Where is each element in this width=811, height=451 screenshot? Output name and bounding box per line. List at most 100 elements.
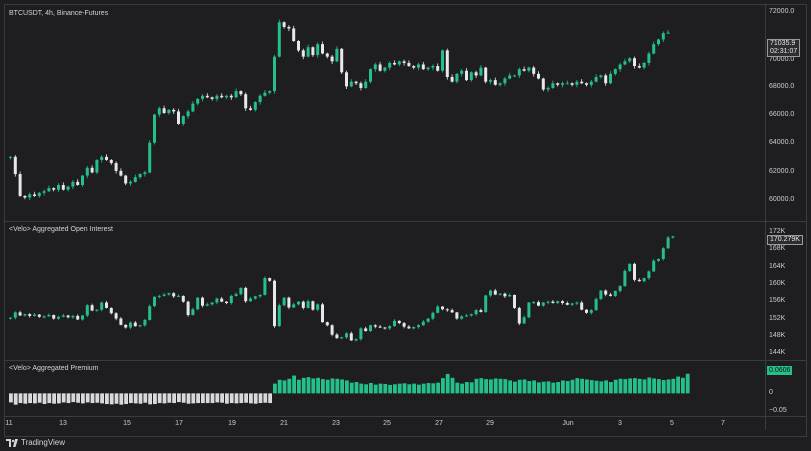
premium-axis[interactable]: 0 −0.05 — [765, 361, 807, 416]
premium-pane[interactable] — [5, 361, 765, 416]
oi-candle — [249, 298, 252, 302]
oi-candle — [33, 314, 36, 316]
premium-bar — [143, 393, 148, 403]
price-candle — [455, 73, 459, 82]
premium-bar — [657, 379, 661, 394]
premium-bar — [589, 380, 594, 394]
premium-bar — [369, 383, 373, 394]
price-candle — [522, 69, 526, 71]
oi-candle — [378, 326, 382, 328]
oi-candle — [220, 298, 224, 302]
pane-divider-1[interactable] — [5, 221, 807, 222]
premium-bar — [297, 379, 301, 394]
oi-candle — [263, 278, 267, 296]
premium-bar — [671, 378, 676, 394]
price-candle — [666, 32, 670, 34]
premium-bar — [33, 393, 37, 404]
price-candle — [210, 97, 214, 99]
oi-candle — [95, 309, 99, 311]
price-candle — [37, 192, 41, 196]
price-candle — [575, 81, 579, 85]
premium-bar — [167, 393, 172, 403]
price-scale-divider — [765, 5, 766, 430]
price-candle — [378, 64, 382, 71]
price-candle — [465, 70, 468, 81]
price-candle — [143, 172, 147, 175]
oi-candle — [527, 302, 531, 318]
oi-candle — [388, 326, 392, 329]
price-pane[interactable] — [5, 5, 765, 221]
premium-bar — [244, 393, 248, 403]
oi-candle — [628, 263, 632, 271]
oi-candle — [618, 286, 622, 291]
time-tick: 27 — [435, 420, 443, 427]
time-tick: 21 — [280, 420, 288, 427]
premium-bar — [479, 378, 484, 394]
price-candle — [263, 92, 267, 96]
price-candle — [421, 64, 425, 70]
premium-bar — [181, 393, 186, 403]
price-candle — [517, 69, 521, 76]
price-candle — [9, 156, 12, 158]
price-candle — [383, 67, 387, 71]
premium-bar — [436, 382, 440, 394]
oi-candle — [311, 301, 315, 310]
oi-candle — [580, 302, 584, 310]
oi-candle — [244, 287, 248, 302]
oi-tick: 152K — [769, 315, 786, 322]
price-candle — [508, 75, 512, 79]
price-tick: 68000.0 — [769, 83, 795, 90]
premium-bar — [287, 378, 292, 394]
price-candle — [81, 175, 84, 185]
price-candle — [436, 66, 440, 71]
premium-bar — [407, 384, 412, 394]
price-candle — [23, 195, 27, 198]
oi-candle — [52, 315, 56, 319]
premium-bar — [585, 379, 589, 394]
price-candle — [340, 48, 344, 73]
oi-candle — [671, 236, 675, 238]
price-candle — [100, 156, 104, 160]
premium-bar — [234, 393, 239, 404]
oi-candle — [474, 310, 478, 315]
open-interest-pane[interactable] — [5, 222, 765, 360]
premium-bar — [441, 378, 445, 394]
oi-candle — [57, 316, 60, 319]
price-candle — [277, 22, 281, 57]
premium-bar — [431, 383, 436, 394]
premium-bar — [215, 393, 220, 403]
price-candle — [556, 83, 560, 85]
price-tick: 60000.0 — [769, 196, 795, 203]
oi-candle — [541, 302, 545, 306]
price-candle — [417, 64, 420, 68]
premium-bar — [412, 383, 416, 394]
open-interest-axis[interactable]: 172K 168K 164K 160K 156K 152K 148K 144K — [765, 222, 807, 360]
time-tick: 13 — [59, 420, 67, 427]
time-tick: 11 — [5, 420, 13, 427]
oi-candle — [191, 309, 195, 316]
oi-candle — [546, 301, 550, 303]
oi-candle — [186, 301, 190, 316]
pane-divider-2[interactable] — [5, 360, 807, 361]
oi-candle — [282, 297, 286, 306]
open-interest-candles-svg — [9, 235, 675, 342]
premium-bar — [9, 393, 13, 403]
premium-bar — [503, 379, 508, 394]
oi-candle — [177, 295, 180, 297]
oi-candle — [148, 306, 152, 320]
price-axis[interactable]: 72000.0 70000.0 68000.0 66000.0 64000.0 … — [765, 5, 807, 221]
price-candle — [28, 194, 32, 198]
premium-bar — [52, 393, 56, 404]
oi-tick: 160K — [769, 280, 786, 287]
premium-bar — [201, 393, 205, 404]
price-candle — [503, 78, 507, 84]
price-candle — [201, 95, 204, 99]
price-candle — [325, 53, 329, 57]
price-candle — [580, 81, 584, 84]
oi-candle — [13, 312, 17, 318]
oi-candle — [417, 325, 420, 328]
tradingview-brand[interactable]: TradingView — [6, 438, 65, 447]
time-tick: 17 — [175, 420, 183, 427]
premium-bar — [114, 393, 119, 404]
premium-bar — [105, 393, 109, 405]
